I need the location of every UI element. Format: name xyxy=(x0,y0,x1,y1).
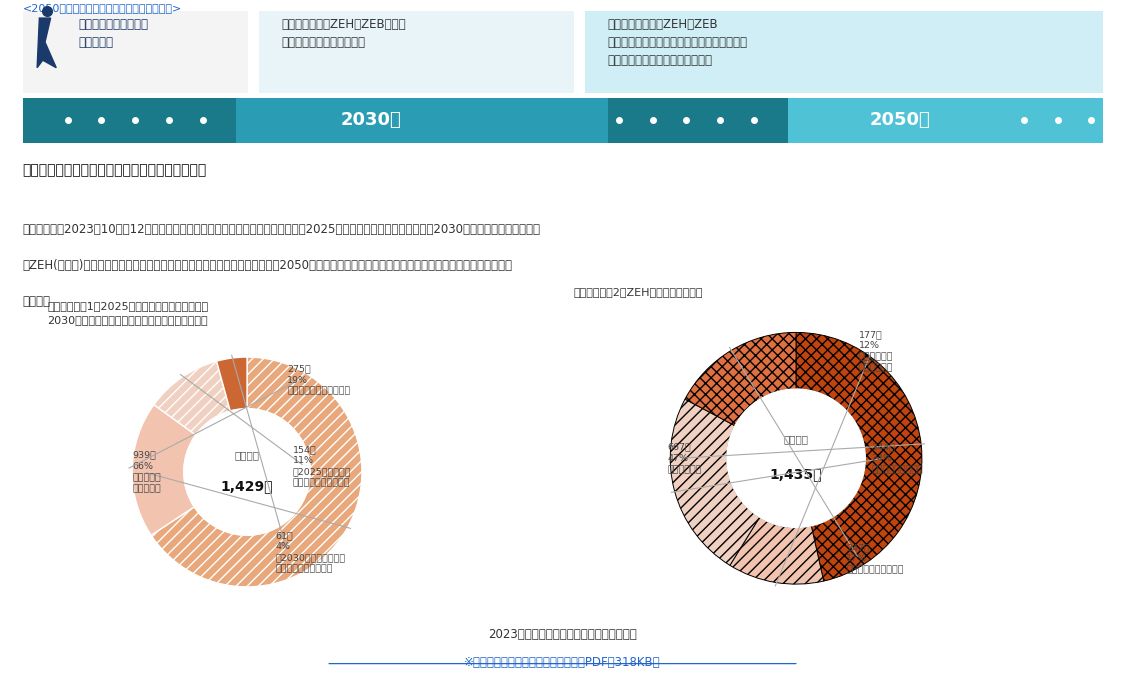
Text: 2050年: 2050年 xyxy=(870,111,930,129)
Text: ※その他のアンケート結果はこちら（PDF：318KB）: ※その他のアンケート結果はこちら（PDF：318KB） xyxy=(465,655,660,669)
Text: 回答総数: 回答総数 xyxy=(234,449,260,460)
Wedge shape xyxy=(685,332,796,425)
FancyBboxPatch shape xyxy=(236,98,608,143)
Wedge shape xyxy=(154,361,231,435)
Text: 回答総数: 回答総数 xyxy=(784,434,809,445)
Text: 939件
66%
（どちらも
知らない）: 939件 66% （どちらも 知らない） xyxy=(132,451,161,493)
Wedge shape xyxy=(796,332,921,581)
Polygon shape xyxy=(37,18,56,68)
Text: 省エネ住宅・建築物の普及啓発の必要性について: 省エネ住宅・建築物の普及啓発の必要性について xyxy=(22,163,207,176)
Text: 1,429件: 1,429件 xyxy=(220,479,273,493)
FancyBboxPatch shape xyxy=(259,10,574,93)
FancyBboxPatch shape xyxy=(788,98,1102,143)
Circle shape xyxy=(727,389,865,527)
Wedge shape xyxy=(730,517,824,584)
Text: 275件
19%
（どちらも知っている）: 275件 19% （どちらも知っている） xyxy=(287,365,351,395)
Text: 況です。: 況です。 xyxy=(22,295,51,308)
Text: 344件
24%
（少し知っている）: 344件 24% （少し知っている） xyxy=(872,443,924,474)
Text: 177件
12%
（十分内容も
知っている）: 177件 12% （十分内容も 知っている） xyxy=(860,330,893,373)
Circle shape xyxy=(183,409,310,535)
Text: 大阪府では、2023年10月〜12月に省エネ住宅に関する意識調査を実施しており、2025年度の省エネ基準適合義務化や2030年度までに予定されてい: 大阪府では、2023年10月〜12月に省エネ住宅に関する意識調査を実施しており、… xyxy=(22,223,540,236)
Text: ［アンケート2］ZEHを知っているか？: ［アンケート2］ZEHを知っているか？ xyxy=(574,287,703,298)
Wedge shape xyxy=(151,357,362,587)
Text: 2023年大阪府独自アンケート結果より抜粋: 2023年大阪府独自アンケート結果より抜粋 xyxy=(488,628,637,641)
Wedge shape xyxy=(132,405,196,536)
Wedge shape xyxy=(670,399,759,565)
Text: 61件
4%
（2030年度までの基準
引上げを知っている）: 61件 4% （2030年度までの基準 引上げを知っている） xyxy=(276,531,345,574)
Text: 抜本的な取組の強化が
必要不可欠: 抜本的な取組の強化が 必要不可欠 xyxy=(79,18,148,49)
Text: <2050年カーボンニュートラルに向けた取組>: <2050年カーボンニュートラルに向けた取組> xyxy=(22,3,182,13)
Text: 新築について、ZEH・ZEB水準の
省エネ性能の確保を目指す: 新築について、ZEH・ZEB水準の 省エネ性能の確保を目指す xyxy=(281,18,406,49)
Text: 154件
11%
（2025年度からの
義務化を知っている）: 154件 11% （2025年度からの 義務化を知っている） xyxy=(292,445,351,488)
Text: 1,435件: 1,435件 xyxy=(770,467,822,481)
Wedge shape xyxy=(217,357,248,411)
Text: ［アンケート1］2025年度の省エネ住宅義務化、
2030年度までの基準引上げ予定を知っているか？: ［アンケート1］2025年度の省エネ住宅義務化、 2030年度までの基準引上げ予… xyxy=(47,301,208,325)
FancyBboxPatch shape xyxy=(22,10,248,93)
Text: 667件
47%
（知らない）: 667件 47% （知らない） xyxy=(667,443,702,474)
Text: るZEH(ゼッチ)水準の省エネ性能の義務付けなど、まだまだ知られておらず、2050年のカーボンニュートラルに向け、さらなら普及啓発が必要な状: るZEH(ゼッチ)水準の省エネ性能の義務付けなど、まだまだ知られておらず、205… xyxy=(22,259,513,272)
FancyBboxPatch shape xyxy=(585,10,1102,93)
Text: 247件
17%
（名前は知っている）: 247件 17% （名前は知っている） xyxy=(846,543,903,575)
Text: 2030年: 2030年 xyxy=(341,111,402,129)
FancyBboxPatch shape xyxy=(22,98,1102,143)
Text: ストック平均で、ZEH・ZEB
（ネットゼロ・エネルギー・ハウス／ビル）
水準の省エネ性能の確保を目指す: ストック平均で、ZEH・ZEB （ネットゼロ・エネルギー・ハウス／ビル） 水準の… xyxy=(608,18,747,67)
